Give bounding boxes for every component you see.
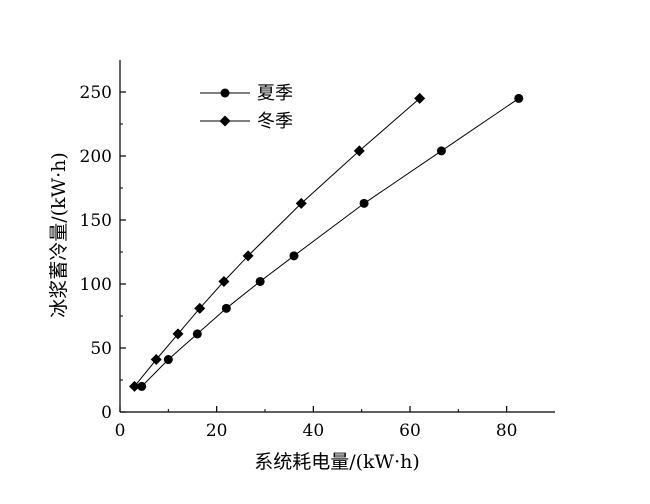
x-tick-label: 60 <box>399 421 421 441</box>
series-line <box>134 98 421 387</box>
data-point <box>255 276 265 286</box>
y-tick-label: 0 <box>101 403 112 423</box>
legend-label: 冬季 <box>257 111 293 132</box>
x-tick-label: 40 <box>303 421 325 441</box>
x-tick-label: 80 <box>496 421 518 441</box>
legend-item: 夏季 <box>200 83 293 104</box>
data-point <box>172 328 184 340</box>
series-1 <box>137 93 524 391</box>
data-point <box>289 251 299 261</box>
data-point <box>221 303 231 313</box>
data-point <box>137 381 147 391</box>
axes <box>119 60 555 413</box>
legend-label: 夏季 <box>257 83 293 104</box>
x-tick-label: 0 <box>115 421 126 441</box>
data-point <box>414 92 426 104</box>
data-point <box>192 329 202 339</box>
data-point <box>353 145 365 157</box>
data-point <box>514 93 524 103</box>
y-tick-label: 250 <box>80 83 112 103</box>
x-axis-title: 系统耗电量/(kW·h) <box>254 451 420 473</box>
data-point <box>218 275 230 287</box>
data-point <box>242 250 254 262</box>
y-tick-label: 50 <box>90 339 112 359</box>
series-2 <box>129 92 426 392</box>
data-point <box>359 198 369 208</box>
series-line <box>141 97 520 387</box>
x-tick-label: 20 <box>206 421 228 441</box>
data-point <box>163 355 173 365</box>
legend-marker <box>219 115 231 127</box>
data-point <box>150 354 162 366</box>
data-point <box>295 197 307 209</box>
legend-item: 冬季 <box>200 111 293 132</box>
y-tick-label: 100 <box>80 275 112 295</box>
y-axis-title: 冰浆蓄冷量/(kW·h) <box>48 152 70 318</box>
legend-marker <box>220 88 230 98</box>
data-point <box>129 380 140 392</box>
data-point <box>436 146 446 156</box>
data-point <box>194 302 206 314</box>
y-tick-label: 200 <box>80 147 112 167</box>
y-tick-label: 150 <box>80 211 112 231</box>
tick-marks <box>119 91 508 413</box>
series-layer <box>129 92 524 392</box>
tick-labels: 0 20 40 60 80 0 50 100 150 200 250 <box>80 83 518 441</box>
